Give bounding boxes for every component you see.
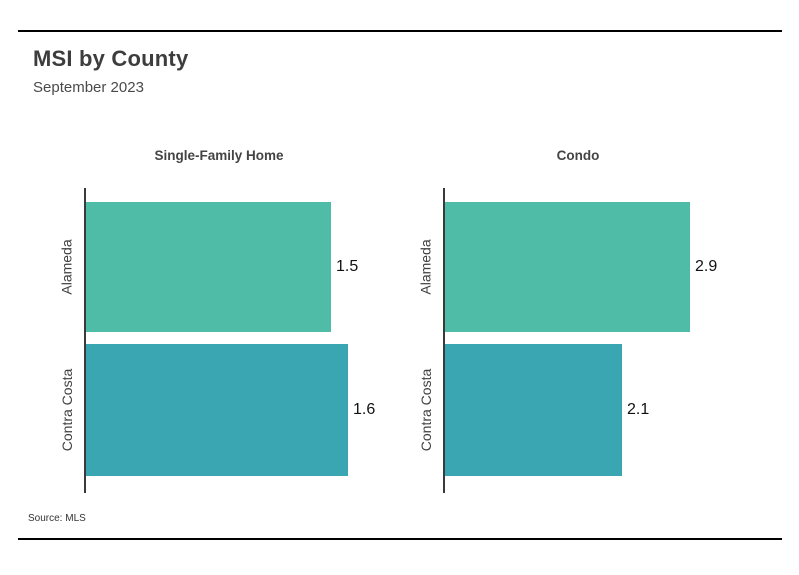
bar-row: 1.5 [86, 202, 358, 332]
bar-contra-costa-condo [445, 344, 622, 476]
y-axis-label-contra-costa: Contra Costa [56, 344, 78, 476]
bar-value-label: 1.5 [336, 258, 359, 275]
y-axis-label-alameda: Alameda [56, 202, 78, 332]
y-axis-line [84, 188, 86, 493]
bar-contra-costa-sfh [86, 344, 348, 476]
bar-value-label: 2.1 [627, 401, 650, 418]
top-divider [18, 30, 782, 32]
y-axis-label-text: Alameda [59, 239, 76, 295]
bar-value-label: 1.6 [353, 401, 376, 418]
facet-condo: Condo Alameda 2.9 Contra Costa 2.1 [418, 140, 717, 500]
y-axis-label-text: Contra Costa [418, 368, 435, 452]
source-note: Source: MLS [28, 513, 86, 524]
bar-row: 1.6 [86, 344, 375, 476]
y-axis-label-text: Contra Costa [59, 368, 76, 452]
bar-value-label: 2.9 [695, 258, 718, 275]
bottom-divider [18, 538, 782, 540]
bar-alameda-condo [445, 202, 690, 332]
bar-row: 2.9 [445, 202, 717, 332]
facet-single-family-home: Single-Family Home Alameda 1.5 Contra Co… [59, 140, 375, 500]
bar-row: 2.1 [445, 344, 649, 476]
facet-title-single-family-home: Single-Family Home [154, 148, 284, 163]
bar-alameda-sfh [86, 202, 331, 332]
page-subtitle: September 2023 [33, 79, 144, 96]
y-axis-label-contra-costa: Contra Costa [415, 344, 437, 476]
page-title: MSI by County [33, 46, 189, 71]
facet-title-condo: Condo [556, 148, 600, 163]
y-axis-line [443, 188, 445, 493]
y-axis-label-text: Alameda [418, 239, 435, 295]
y-axis-label-alameda: Alameda [415, 202, 437, 332]
